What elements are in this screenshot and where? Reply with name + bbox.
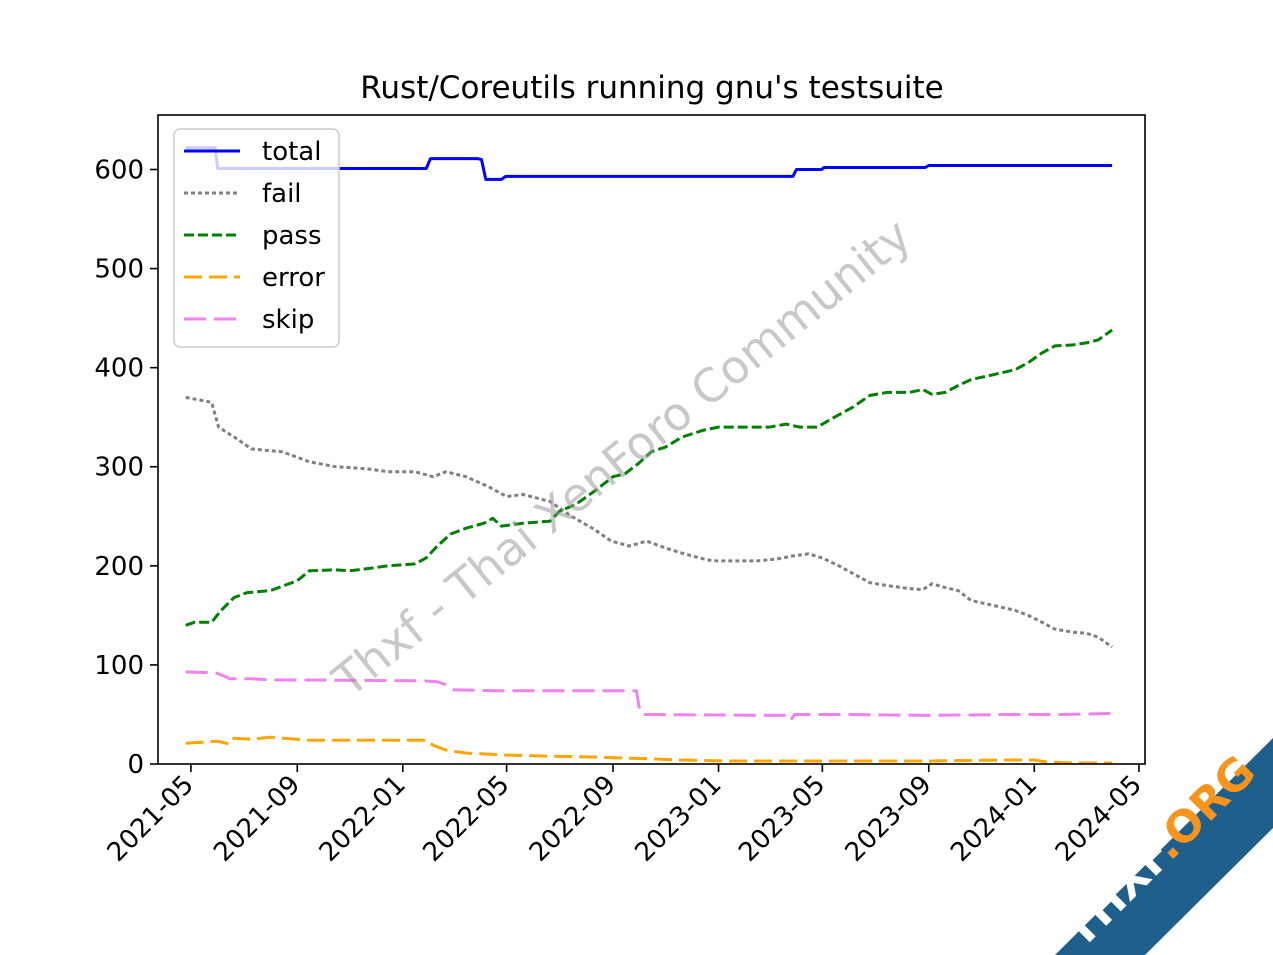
legend-label-error: error [262, 263, 325, 293]
series-line-pass [185, 328, 1113, 627]
y-tick-label: 300 [94, 453, 144, 483]
plot-frame [157, 114, 1146, 765]
y-tick-label: 200 [94, 552, 144, 582]
y-tick-label: 0 [127, 750, 144, 780]
series-line-error [185, 735, 1113, 765]
badge-ribbon [1055, 738, 1273, 955]
series-line-total [185, 146, 1113, 181]
watermark-text: Thxf - Thai XenForo Community [322, 208, 921, 708]
y-axis: 0 100 200 300 400 500 600 [94, 155, 158, 780]
x-tick-label: 2021-05 [102, 770, 200, 868]
y-tick-label: 400 [94, 354, 144, 384]
plot-area [185, 146, 1113, 765]
x-axis: 2021-05 2021-09 2022-01 2022-05 2022-09 2023-… [102, 764, 1148, 868]
x-tick-label: 2021-09 [208, 770, 306, 868]
x-tick-label: 2023-05 [733, 770, 831, 868]
y-tick-label: 600 [94, 155, 144, 185]
x-tick-label: 2024-01 [945, 770, 1043, 868]
y-tick-label: 100 [94, 651, 144, 681]
series-line-fail [185, 395, 1113, 649]
series-line-skip [185, 670, 1113, 722]
legend: total fail pass error skip [173, 128, 340, 348]
x-tick-label: 2022-05 [418, 770, 516, 868]
x-tick-label: 2022-01 [314, 770, 412, 868]
legend-label-skip: skip [262, 305, 314, 335]
x-tick-label: 2022-09 [524, 770, 622, 868]
x-tick-label: 2023-01 [629, 770, 727, 868]
legend-label-total: total [262, 137, 321, 167]
legend-box [173, 128, 340, 348]
chart-title: Rust/Coreutils running gnu's testsuite [360, 70, 943, 106]
legend-label-pass: pass [262, 221, 322, 251]
y-tick-label: 500 [94, 255, 144, 285]
legend-label-fail: fail [262, 179, 302, 209]
x-tick-label: 2023-09 [840, 770, 938, 868]
